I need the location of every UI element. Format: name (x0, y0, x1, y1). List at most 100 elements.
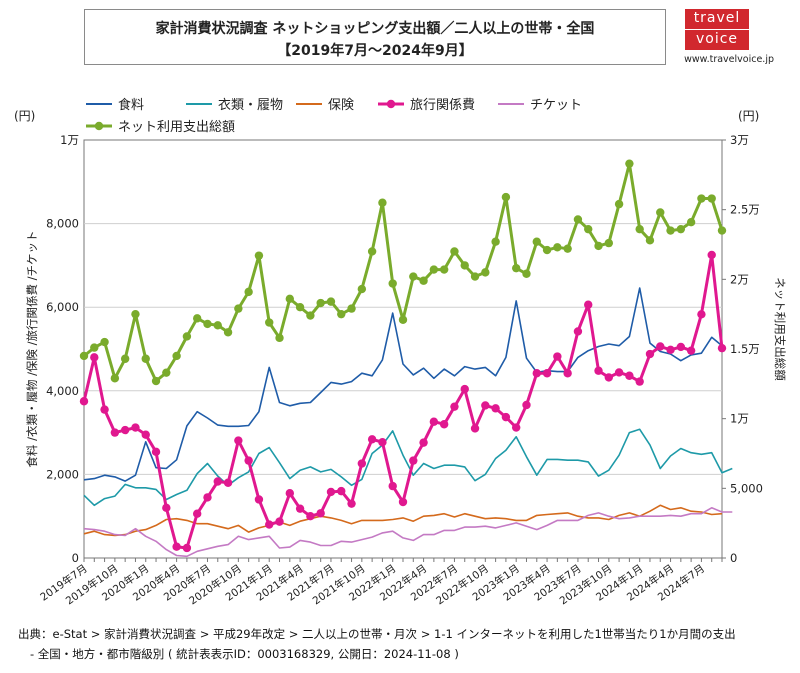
left-axis-title: 食料 /衣類・履物 /保険 /旅行関係費 /チケット (25, 230, 39, 467)
legend-item: チケット (498, 98, 582, 113)
legend-item: 旅行関係費 (378, 98, 475, 113)
data-point (100, 405, 109, 414)
data-point (584, 224, 593, 234)
data-point (419, 276, 428, 285)
data-point (192, 509, 202, 518)
right-tick-label: 1.5万 (730, 342, 760, 356)
data-point (295, 504, 305, 513)
chart-subtitle: 【2019年7月～2024年9月】 (277, 43, 473, 59)
data-point (481, 268, 490, 277)
legend-label: 保険 (328, 98, 354, 113)
data-point (120, 354, 130, 363)
data-point (110, 428, 120, 437)
data-point (439, 265, 449, 274)
source-line-2: - 全国・地方・都市階級別 ( 統計表表示ID：0003168329, 公開日：… (30, 647, 459, 661)
data-point (213, 321, 222, 330)
data-point (172, 351, 181, 361)
chart-title: 家計消費状況調査 ネットショッピング支出額／二人以上の世帯・全国 (155, 21, 595, 37)
data-point (625, 371, 634, 380)
data-point (717, 343, 727, 353)
data-point (645, 236, 655, 245)
series---group (79, 159, 727, 386)
data-point (79, 351, 89, 361)
left-tick-label: 2,000 (46, 467, 79, 481)
data-point (717, 226, 727, 235)
data-point (707, 194, 716, 203)
data-point (522, 269, 531, 278)
left-tick-label: 0 (72, 551, 79, 565)
data-point (666, 345, 675, 355)
data-point (697, 310, 706, 319)
legend-item: ネット利用支出総額 (86, 120, 235, 135)
data-point (491, 404, 500, 413)
travelvoice-logo[interactable]: travel voice (685, 9, 749, 50)
legend-marker (94, 121, 104, 131)
left-tick-label: 8,000 (46, 217, 79, 231)
data-point (285, 294, 295, 304)
data-point (172, 542, 181, 551)
logo-top-text: travel (685, 9, 749, 29)
right-tick-label: 2万 (730, 272, 749, 286)
data-point (131, 309, 140, 319)
data-point (357, 284, 367, 294)
data-point (120, 425, 130, 435)
data-point (686, 346, 696, 355)
data-point (656, 208, 665, 217)
data-point (594, 366, 603, 375)
data-point (542, 245, 552, 255)
data-point (223, 478, 233, 487)
source-footer: 出典：e-Stat > 家計消費状況調査 > 平成29年改定 > 二人以上の世帯… (18, 624, 736, 664)
data-point (110, 374, 120, 383)
right-tick-label: 2.5万 (730, 203, 760, 217)
data-point (398, 497, 408, 507)
data-point (573, 327, 583, 336)
data-point (192, 314, 202, 323)
right-axis-title: ネット利用支出総額 (773, 277, 787, 381)
logo-url[interactable]: www.travelvoice.jp (684, 54, 774, 65)
data-point (409, 272, 418, 281)
data-point (398, 315, 408, 324)
data-point (100, 337, 109, 347)
data-point (439, 420, 449, 429)
data-point (182, 332, 192, 341)
data-point (553, 352, 562, 361)
data-point (666, 226, 675, 235)
data-point (450, 247, 459, 256)
legend-label: チケット (530, 98, 582, 113)
data-point (563, 369, 572, 378)
data-point (213, 477, 222, 486)
data-point (151, 376, 161, 386)
left-tick-label: 6,000 (46, 300, 79, 314)
left-tick-label: 1万 (60, 133, 79, 147)
legend-item: 保険 (296, 98, 354, 113)
legend-marker (386, 99, 396, 109)
data-point (470, 272, 480, 281)
data-point (326, 487, 336, 497)
data-point (645, 349, 655, 359)
series---group (83, 506, 733, 558)
data-point (450, 402, 459, 411)
data-point (141, 430, 150, 439)
data-point (501, 192, 511, 202)
right-axis-unit: (円) (738, 109, 759, 123)
data-point (162, 368, 171, 377)
data-point (676, 342, 686, 352)
data-point (656, 342, 665, 351)
data-point (511, 423, 521, 432)
data-point (357, 459, 367, 468)
data-point (316, 298, 325, 308)
data-point (367, 435, 377, 444)
data-point (409, 456, 418, 465)
data-point (584, 300, 593, 309)
data-point (614, 199, 624, 209)
right-tick-label: 1万 (730, 412, 749, 426)
legend-label: 衣類・履物 (218, 97, 283, 113)
data-point (378, 438, 387, 447)
data-point (491, 237, 500, 246)
data-point (131, 423, 140, 432)
data-point (429, 265, 439, 274)
legend-item: 食料 (86, 97, 144, 113)
left-tick-label: 4,000 (46, 384, 79, 398)
data-point (79, 397, 89, 406)
data-point (532, 369, 541, 378)
